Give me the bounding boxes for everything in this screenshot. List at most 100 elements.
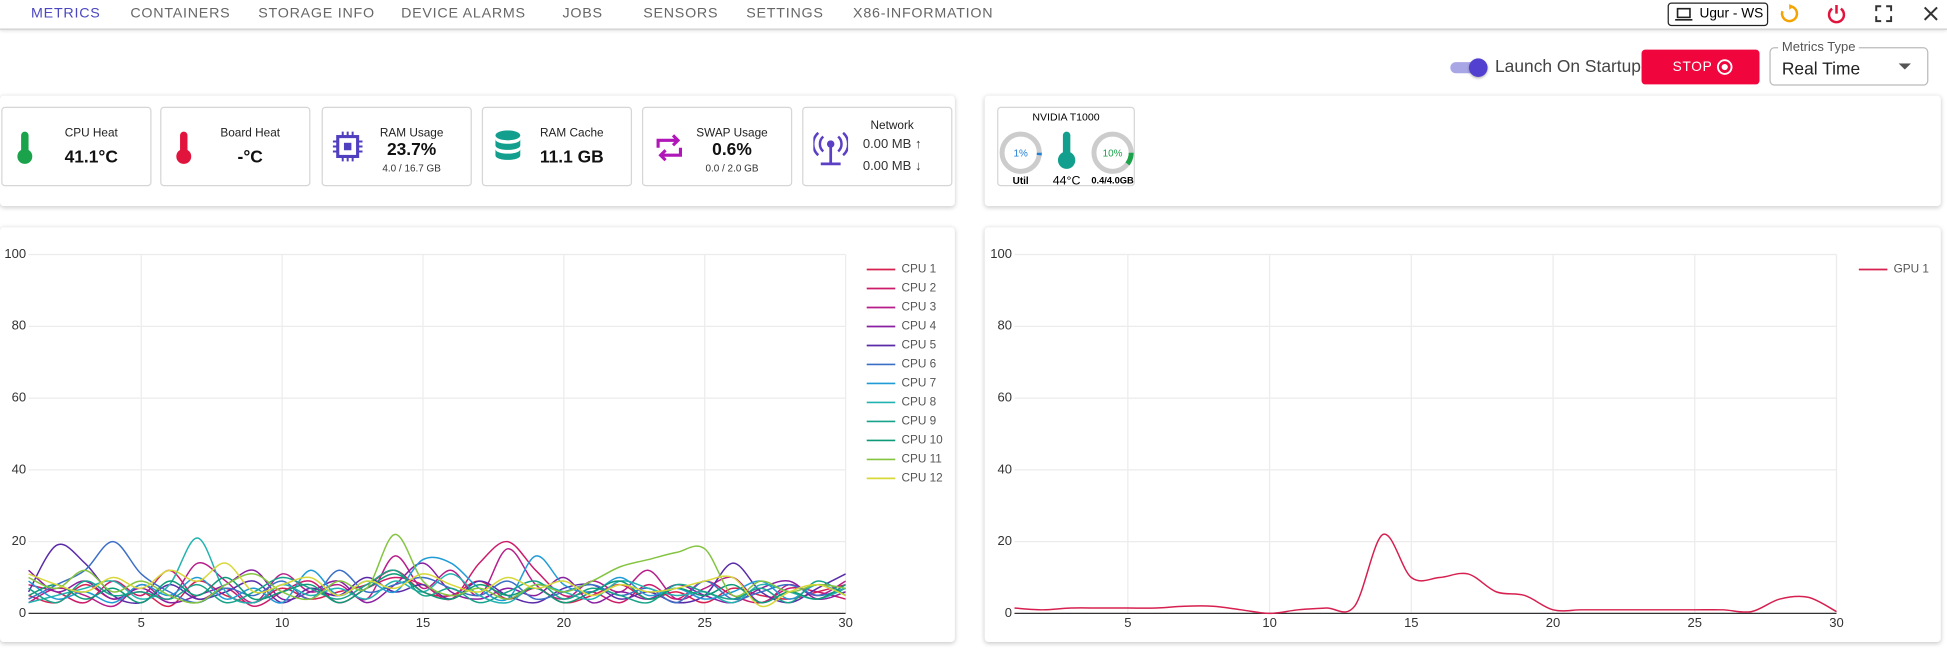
close-icon[interactable] [1922, 5, 1939, 22]
util-label: Util [1013, 176, 1029, 187]
swap-icon [656, 134, 683, 162]
nav-item[interactable]: DEVICE ALARMS [401, 6, 526, 22]
stop-icon [1716, 59, 1733, 75]
series-line [28, 533, 846, 604]
card-value: -°C [237, 146, 263, 167]
memory-detail: 0.4/4.0GB [1091, 176, 1134, 186]
y-tick-label: 60 [998, 390, 1012, 405]
cpu-heat-card: CPU Heat 41.1°C [1, 106, 152, 187]
x-tick-label: 15 [416, 615, 430, 630]
metrics-type-value: Real Time [1781, 58, 1861, 79]
card-value: 41.1°C [64, 146, 118, 167]
metrics-type-label: Metrics Type [1778, 39, 1860, 55]
legend-label: CPU 6 [901, 358, 936, 371]
y-tick-label: 80 [12, 318, 26, 333]
card-title: RAM Usage [379, 126, 444, 141]
x-tick-label: 25 [697, 615, 711, 630]
x-tick-label: 20 [1546, 615, 1560, 630]
x-tick-label: 5 [138, 615, 145, 630]
gpu-chart: 0 20 40 60 80 100 5 10 15 20 25 30 GPU 1 [990, 246, 1929, 630]
y-tick-label: 20 [12, 533, 26, 548]
card-detail: 4.0 / 16.7 GB [382, 162, 441, 174]
x-tick-label: 20 [557, 615, 571, 630]
restart-icon[interactable] [1779, 3, 1799, 24]
x-tick-label: 10 [1262, 615, 1276, 630]
gpu-gauges: 1% Util 44°C 10% 0.4/4.0GB [999, 131, 1134, 187]
launch-label: Launch On Startup [1495, 55, 1641, 76]
card-title: RAM Cache [540, 126, 604, 141]
cpu-chart: 0 20 40 60 80 100 5 10 15 20 25 30 CPU 1 CPU 2 CPU 3 CP… [4, 246, 943, 630]
swap-usage-card: SWAP Usage 0.6% 0.0 / 2.0 GB [641, 106, 793, 187]
x-tick-label: 30 [838, 615, 852, 630]
series-line [28, 562, 846, 604]
legend-label: CPU 3 [901, 301, 936, 314]
ram-usage-card: RAM Usage 23.7% 4.0 / 16.7 GB [321, 106, 472, 187]
gpu-chart-panel: 0 20 40 60 80 100 5 10 15 20 25 30 GPU 1 [984, 227, 1941, 642]
legend-label: CPU 10 [901, 434, 943, 447]
y-tick-label: 100 [4, 246, 26, 261]
nav-item[interactable]: SETTINGS [746, 6, 824, 22]
ram-cache-card: RAM Cache 11.1 GB [481, 106, 633, 187]
legend-label: CPU 12 [901, 472, 942, 485]
util-value: 1% [1014, 149, 1029, 160]
nav-bar: Ugur - WS METRICS CONTAINERS STORAGE INFO D… [0, 0, 1947, 30]
series-line [28, 555, 846, 604]
database-icon [495, 130, 521, 160]
select-arrow [1898, 63, 1911, 70]
stop-button[interactable]: STOP [1641, 49, 1760, 85]
nav-item[interactable]: JOBS [562, 6, 603, 22]
launch-toggle[interactable] [1450, 58, 1488, 77]
fullscreen-icon[interactable] [1875, 5, 1893, 23]
cpu-chart-panel: 0 20 40 60 80 100 5 10 15 20 25 30 CPU 1 CPU 2 CPU 3 CP… [0, 227, 955, 642]
y-tick-label: 60 [12, 390, 26, 405]
card-value: 0.6% [712, 139, 752, 159]
thermometer-icon [17, 131, 33, 164]
series-line [28, 569, 846, 607]
legend-label: CPU 4 [901, 320, 936, 333]
nav-item[interactable]: X86-INFORMATION [853, 6, 994, 22]
gpu-card: NVIDIA T1000 1% Util 44°C 10% 0.4/4.0GB [997, 106, 1135, 187]
series-line [28, 562, 846, 608]
legend-label: CPU 7 [901, 377, 936, 390]
y-tick-label: 0 [1005, 605, 1012, 620]
y-tick-label: 80 [998, 318, 1012, 333]
series-line [28, 569, 846, 604]
legend-label: CPU 9 [901, 415, 936, 428]
gpu-panel: NVIDIA T1000 1% Util 44°C 10% 0.4/4.0GB [984, 95, 1941, 207]
card-title: CPU Heat [64, 126, 118, 141]
legend-label: CPU 1 [901, 263, 936, 276]
network-upload: 0.00 MB ↑ [862, 136, 922, 152]
system-cards-panel: CPU Heat 41.1°C Board Heat -°C RAM Usage… [0, 95, 955, 207]
card-title: Board Heat [220, 126, 281, 141]
card-title: Network [870, 119, 914, 133]
y-tick-label: 0 [19, 605, 26, 620]
toggle-thumb [1468, 58, 1488, 77]
network-download: 0.00 MB ↓ [862, 158, 922, 174]
network-card: Network 0.00 MB ↑ 0.00 MB ↓ [802, 106, 953, 187]
legend-label: CPU 8 [901, 396, 936, 409]
nav-item[interactable]: METRICS [31, 6, 101, 22]
metrics-type-select[interactable]: Metrics Type Real Time [1769, 39, 1929, 86]
nav-item[interactable]: STORAGE INFO [258, 6, 375, 22]
card-detail: 0.0 / 2.0 GB [705, 162, 759, 174]
device-badge[interactable]: Ugur - WS [1667, 2, 1769, 27]
antenna-icon [813, 131, 849, 166]
device-icon [1675, 7, 1693, 21]
power-icon[interactable] [1827, 4, 1847, 24]
gpu-name: NVIDIA T1000 [1032, 110, 1100, 123]
y-tick-label: 100 [990, 246, 1012, 261]
x-tick-label: 30 [1829, 615, 1843, 630]
card-title: SWAP Usage [696, 126, 768, 141]
legend-label: CPU 5 [901, 339, 936, 352]
nav-item[interactable]: CONTAINERS [130, 6, 231, 22]
x-tick-label: 15 [1404, 615, 1418, 630]
memory-value: 10% [1103, 149, 1123, 160]
legend-label: CPU 2 [901, 282, 936, 295]
series-line [28, 573, 846, 604]
x-tick-label: 5 [1124, 615, 1131, 630]
card-value: 11.1 GB [539, 146, 604, 167]
legend-label: CPU 11 [901, 453, 941, 466]
nav-item[interactable]: SENSORS [643, 6, 719, 22]
chip-icon [332, 131, 363, 162]
